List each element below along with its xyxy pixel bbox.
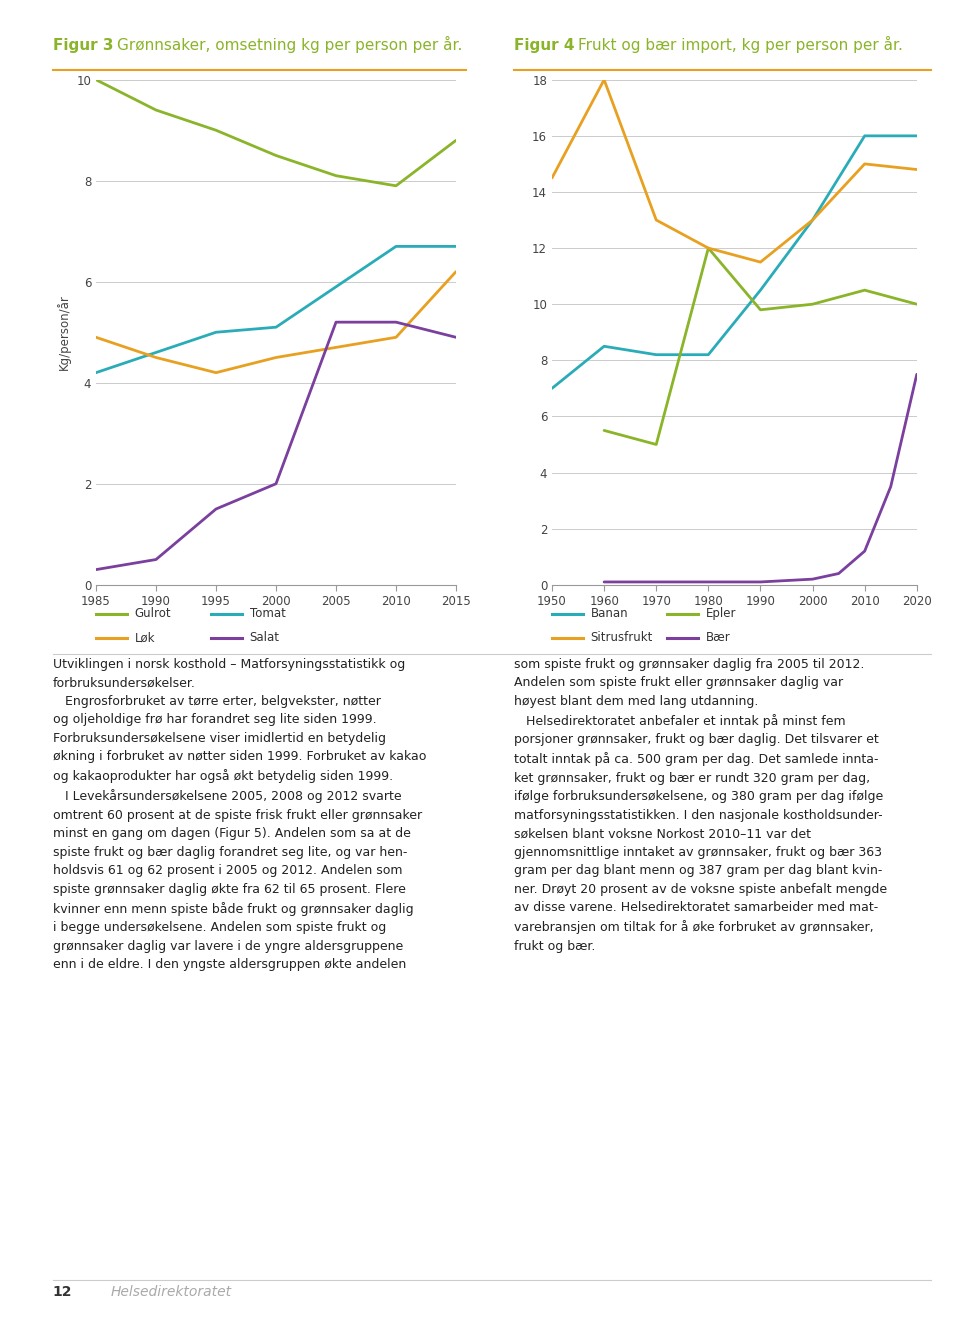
- Text: 12: 12: [53, 1285, 72, 1298]
- Text: som spiste frukt og grønnsaker daglig fra 2005 til 2012.
Andelen som spiste fruk: som spiste frukt og grønnsaker daglig fr…: [514, 658, 887, 953]
- Text: Bær: Bær: [706, 631, 731, 645]
- Text: Salat: Salat: [250, 631, 279, 645]
- Text: Figur 3: Figur 3: [53, 39, 113, 53]
- Text: Sitrusfrukt: Sitrusfrukt: [590, 631, 653, 645]
- Text: Gulrot: Gulrot: [134, 607, 171, 621]
- Text: Grønnsaker, omsetning kg per person per år.: Grønnsaker, omsetning kg per person per …: [117, 36, 463, 53]
- Text: Epler: Epler: [706, 607, 736, 621]
- Text: Banan: Banan: [590, 607, 628, 621]
- Text: Frukt og bær import, kg per person per år.: Frukt og bær import, kg per person per å…: [578, 36, 902, 53]
- Text: Figur 4: Figur 4: [514, 39, 574, 53]
- Text: Løk: Løk: [134, 631, 155, 645]
- Y-axis label: Kg/person/år: Kg/person/år: [57, 294, 71, 371]
- Text: Tomat: Tomat: [250, 607, 285, 621]
- Text: Utviklingen i norsk kosthold – Matforsyningsstatistikk og
forbruksundersøkelser.: Utviklingen i norsk kosthold – Matforsyn…: [53, 658, 426, 971]
- Text: Helsedirektoratet: Helsedirektoratet: [110, 1285, 231, 1298]
